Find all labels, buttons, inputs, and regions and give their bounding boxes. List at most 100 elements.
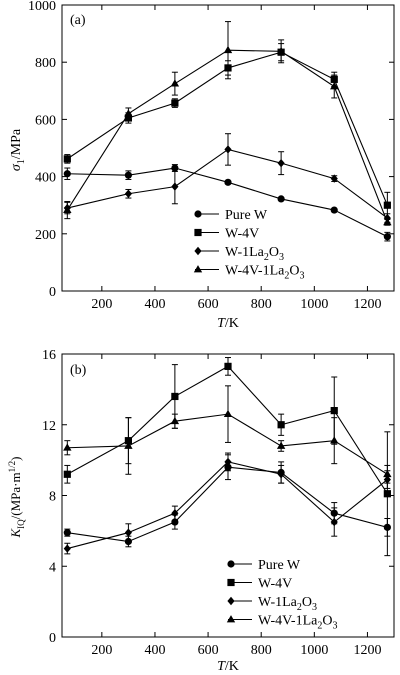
legend-item-w-4v-1la2o3: W-4V-1La2O3 bbox=[193, 264, 304, 282]
legend-item-w-4v: W-4V bbox=[194, 227, 259, 242]
x-tick-label: 800 bbox=[251, 297, 272, 312]
data-point-pure-w bbox=[63, 529, 71, 537]
legend-item-w-1la2o3: W-1La2O3 bbox=[194, 245, 284, 263]
data-point-w-4v bbox=[277, 421, 285, 429]
data-point-w-1la2o3 bbox=[277, 470, 285, 479]
data-point-w-4v-1la2o3 bbox=[330, 82, 339, 90]
x-tick-label: 1000 bbox=[300, 297, 328, 312]
data-point-w-4v bbox=[224, 362, 232, 370]
data-point-w-4v-1la2o3 bbox=[63, 443, 72, 451]
x-tick-label: 400 bbox=[144, 643, 165, 658]
data-point-w-4v bbox=[63, 155, 71, 163]
legend-marker-w-1la2o3 bbox=[194, 246, 202, 256]
tick-labels: 200 400 600 800 1000 1200 0 4 8 12 16 bbox=[42, 348, 394, 658]
data-point-pure-w bbox=[124, 171, 132, 179]
legend-item-pure-w: Pure W bbox=[227, 558, 301, 573]
data-point-w-1la2o3 bbox=[63, 544, 71, 553]
legend-label: W-1La2O3 bbox=[258, 595, 317, 613]
data-point-w-4v-1la2o3 bbox=[383, 217, 392, 226]
legend-label: W-4V-1La2O3 bbox=[258, 614, 337, 632]
data-point-w-1la2o3 bbox=[330, 517, 338, 527]
series-w-4v-1la2o3 bbox=[63, 21, 392, 226]
legend-item-w-4v-1la2o3: W-4V-1La2O3 bbox=[226, 614, 337, 632]
panel-label: (b) bbox=[70, 363, 87, 378]
data-point-w-4v bbox=[63, 470, 71, 478]
data-point-pure-w bbox=[277, 195, 285, 203]
legend-marker-w-4v-1la2o3 bbox=[193, 265, 203, 273]
series-w-4v-1la2o3 bbox=[63, 385, 392, 484]
series-pure-w bbox=[63, 164, 391, 242]
y-tick-label: 600 bbox=[35, 113, 56, 128]
y-tick-label: 12 bbox=[42, 419, 56, 434]
y-tick-label: 400 bbox=[35, 171, 56, 186]
data-point-w-1la2o3 bbox=[171, 508, 179, 518]
y-axis-label: σ1/MPa bbox=[9, 128, 27, 171]
data-point-w-4v bbox=[171, 392, 179, 401]
data-point-w-4v bbox=[171, 99, 179, 107]
data-point-pure-w bbox=[383, 233, 391, 241]
plot-marks bbox=[63, 357, 392, 557]
data-point-w-4v-1la2o3 bbox=[223, 45, 233, 54]
series-pure-w bbox=[63, 454, 391, 548]
data-point-pure-w bbox=[224, 178, 232, 186]
plot-marks bbox=[63, 21, 392, 242]
data-point-w-4v-1la2o3 bbox=[124, 441, 133, 449]
y-tick-label: 0 bbox=[49, 631, 56, 646]
data-point-w-4v-1la2o3 bbox=[170, 79, 180, 87]
data-point-w-4v-1la2o3 bbox=[383, 469, 392, 478]
data-point-w-4v bbox=[330, 407, 338, 415]
data-point-w-4v-1la2o3 bbox=[223, 409, 233, 418]
x-tick-label: 800 bbox=[251, 643, 272, 658]
chart-panel-b: 200 400 600 800 1000 1200 0 4 8 12 16 (b) KIQ/(MPa… bbox=[7, 348, 395, 674]
y-tick-label: 8 bbox=[49, 490, 56, 505]
x-axis-label: T/K bbox=[217, 659, 239, 674]
series-line-pure-w bbox=[67, 466, 388, 543]
legend-item-w-4v: W-4V bbox=[227, 577, 292, 592]
legend-marker-w-4v bbox=[194, 228, 202, 237]
y-tick-label: 1000 bbox=[28, 0, 56, 14]
data-point-w-4v-1la2o3 bbox=[276, 441, 286, 449]
legend-label: Pure W bbox=[258, 558, 301, 573]
legend-label: W-4V bbox=[225, 227, 259, 242]
y-tick-label: 800 bbox=[35, 56, 56, 71]
data-point-w-4v-1la2o3 bbox=[330, 436, 339, 444]
x-tick-label: 200 bbox=[91, 297, 112, 312]
y-tick-label: 16 bbox=[42, 348, 56, 363]
x-tick-label: 1000 bbox=[300, 643, 328, 658]
x-tick-label: 400 bbox=[144, 297, 165, 312]
data-point-w-1la2o3 bbox=[277, 158, 285, 168]
legend-marker-pure-w bbox=[227, 560, 235, 568]
legend-marker-w-4v-1la2o3 bbox=[226, 615, 236, 623]
data-point-w-4v bbox=[383, 201, 391, 209]
data-point-w-1la2o3 bbox=[171, 182, 179, 191]
y-tick-label: 200 bbox=[35, 228, 56, 243]
series-w-4v bbox=[63, 43, 391, 219]
data-point-pure-w bbox=[63, 170, 71, 178]
data-point-w-4v-1la2o3 bbox=[170, 416, 180, 425]
x-tick-label: 600 bbox=[198, 297, 219, 312]
data-point-w-1la2o3 bbox=[124, 189, 132, 198]
tick-labels: 200 400 600 800 1000 1200 0 200 400 600 800 1000 bbox=[28, 0, 394, 312]
data-point-pure-w bbox=[330, 206, 338, 214]
plot-frame bbox=[61, 4, 395, 292]
data-point-w-1la2o3 bbox=[224, 457, 232, 467]
y-tick-label: 4 bbox=[49, 560, 56, 575]
x-tick-label: 1200 bbox=[353, 297, 381, 312]
legend-item-pure-w: Pure W bbox=[194, 208, 268, 223]
data-point-w-1la2o3 bbox=[124, 528, 132, 537]
data-point-w-1la2o3 bbox=[224, 145, 232, 154]
x-tick-label: 600 bbox=[198, 643, 219, 658]
y-tick-label: 0 bbox=[49, 285, 56, 300]
legend-marker-w-4v bbox=[227, 578, 235, 587]
series-line-w-1la2o3 bbox=[67, 461, 388, 550]
legend-label: Pure W bbox=[225, 208, 268, 223]
x-tick-label: 1200 bbox=[353, 643, 381, 658]
data-point-w-4v-1la2o3 bbox=[63, 205, 72, 213]
data-point-w-4v bbox=[383, 490, 391, 498]
x-tick-label: 200 bbox=[91, 643, 112, 658]
legend-label: W-4V-1La2O3 bbox=[225, 264, 304, 282]
data-point-w-4v-1la2o3 bbox=[124, 109, 133, 117]
legend-marker-pure-w bbox=[194, 210, 202, 218]
